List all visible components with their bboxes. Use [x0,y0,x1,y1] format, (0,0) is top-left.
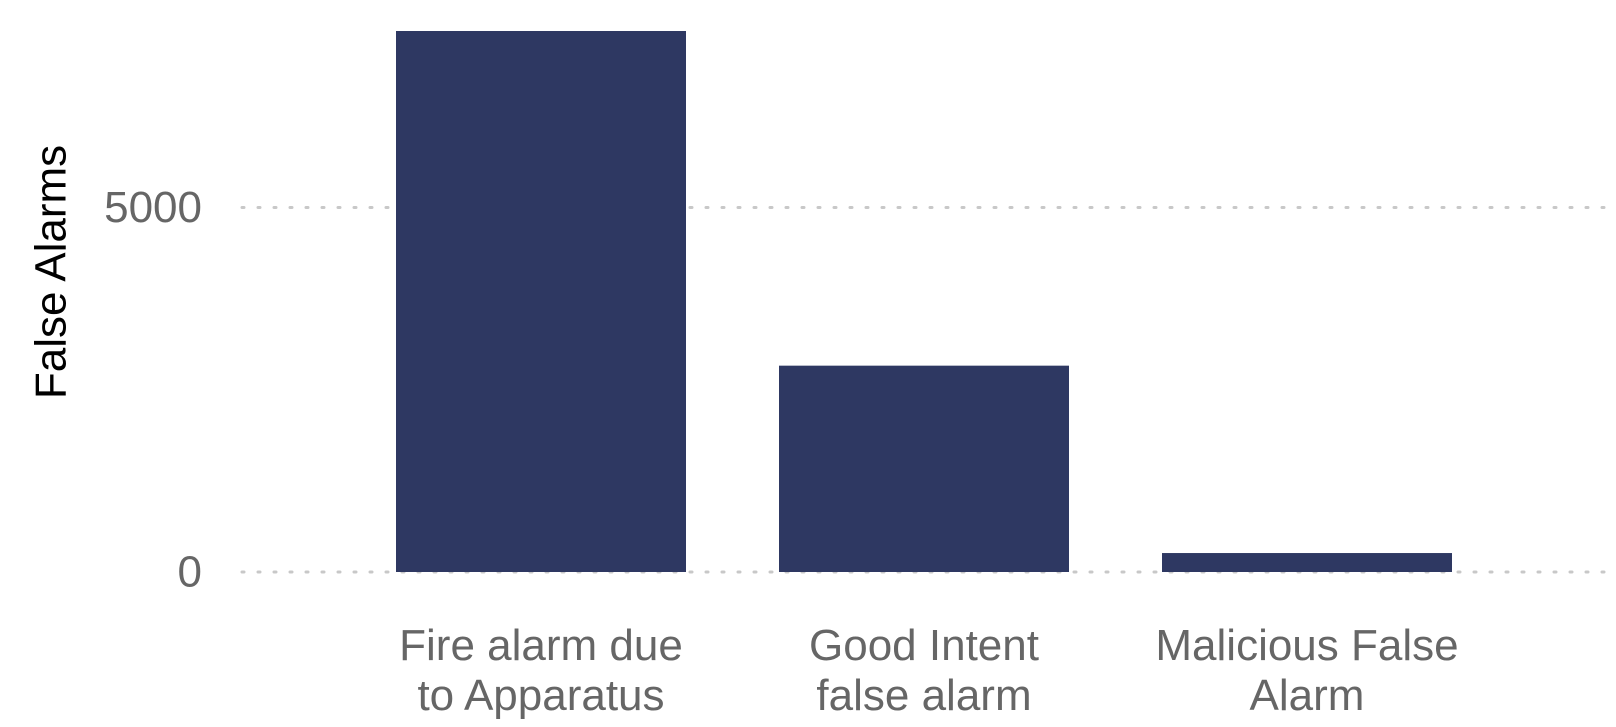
x-axis-labels: Fire alarm due to Apparatus Good Intent fal… [399,621,1458,720]
y-axis-ticks: 0 5000 [104,183,202,597]
x-tick-label: Malicious False Alarm [1155,621,1458,720]
bars [396,31,1452,572]
x-tick-label: Fire alarm due to Apparatus [399,621,683,720]
bar [396,31,686,572]
y-tick-label: 5000 [104,183,202,232]
bar [779,365,1069,572]
x-tick-label: Good Intent false alarm [809,621,1039,720]
bar [1162,553,1452,572]
y-tick-label: 0 [178,548,202,597]
y-axis-title: False Alarms [27,145,76,399]
